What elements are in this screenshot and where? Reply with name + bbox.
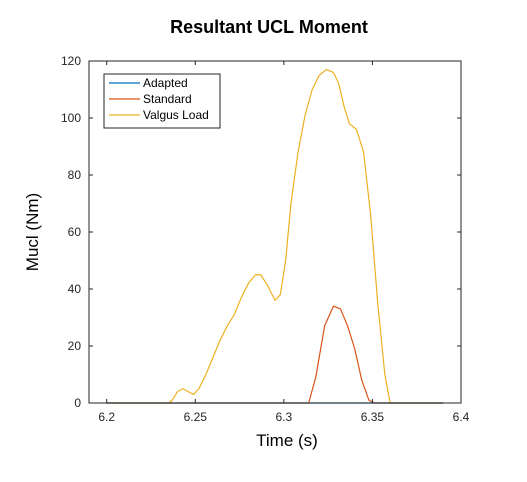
y-axis-label: Mucl (Nm) — [23, 193, 42, 271]
chart-title: Resultant UCL Moment — [170, 17, 368, 37]
legend-label-adapted: Adapted — [143, 76, 188, 90]
x-tick-label: 6.4 — [453, 410, 470, 424]
y-tick-label: 0 — [74, 396, 81, 410]
y-tick-label: 20 — [68, 339, 82, 353]
series-line-standard — [106, 305, 444, 404]
x-tick-label: 6.2 — [98, 410, 115, 424]
legend-label-valgus-load: Valgus Load — [143, 108, 209, 122]
y-tick-label: 40 — [68, 282, 82, 296]
y-tick-label: 120 — [61, 54, 81, 68]
x-tick-label: 6.35 — [361, 410, 385, 424]
y-tick-label: 60 — [68, 225, 82, 239]
legend: Adapted Standard Valgus Load — [103, 73, 221, 129]
plot-frame — [88, 60, 462, 404]
y-tick-label: 80 — [68, 168, 82, 182]
y-tick-label: 100 — [61, 111, 81, 125]
x-axis-label: Time (s) — [256, 431, 318, 450]
x-tick-label: 6.3 — [276, 410, 293, 424]
series-line-valgus-load — [106, 68, 444, 404]
legend-label-standard: Standard — [143, 92, 192, 106]
ticks-layer: 6.2 6.25 6.3 6.35 6.4 0 20 40 60 80 100 120 — [61, 54, 470, 424]
x-tick-label: 6.25 — [184, 410, 208, 424]
